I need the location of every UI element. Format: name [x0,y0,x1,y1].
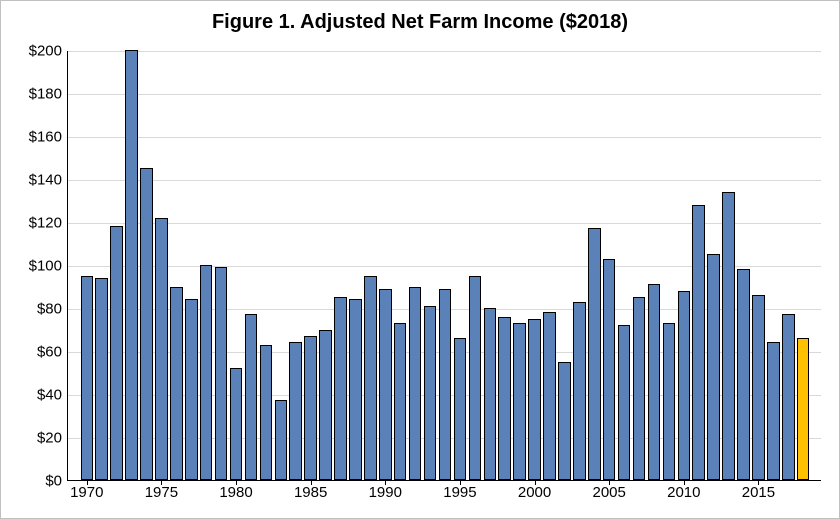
y-tick-label: $100 [29,258,62,275]
bar [125,50,138,480]
bar [215,267,228,480]
bar [394,323,407,480]
bar [573,302,586,480]
bar [81,276,94,480]
bar [95,278,108,480]
y-tick-label: $80 [37,301,62,318]
gridline [68,137,821,138]
bar [260,345,273,480]
chart-frame: { "chart": { "type": "bar", "title": "Fi… [0,0,840,519]
bar [170,287,183,481]
bar [648,284,661,480]
y-tick-label: $200 [29,43,62,60]
x-tick-label: 1990 [369,484,402,501]
gridline [68,180,821,181]
bar [289,342,302,480]
bar-highlight [797,338,810,480]
bar [364,276,377,480]
gridline [68,94,821,95]
bar [409,287,422,481]
x-tick-label: 2010 [667,484,700,501]
gridline [68,51,821,52]
bar [275,400,288,480]
bar [618,325,631,480]
bar [498,317,511,480]
chart-title: Figure 1. Adjusted Net Farm Income ($201… [1,11,839,34]
bar [737,269,750,480]
y-tick-label: $0 [45,473,62,490]
y-tick-label: $160 [29,129,62,146]
y-tick-label: $140 [29,172,62,189]
bar [245,314,258,480]
bar [513,323,526,480]
x-tick-label: 1970 [70,484,103,501]
bar [349,299,362,480]
y-tick-label: $20 [37,430,62,447]
bar [767,342,780,480]
x-tick-label: 2015 [742,484,775,501]
bar [633,297,646,480]
bar [200,265,213,480]
bar [484,308,497,480]
x-tick-label: 1985 [294,484,327,501]
x-tick-label: 1980 [219,484,252,501]
bar [722,192,735,480]
bar [304,336,317,480]
bar [155,218,168,480]
bar [439,289,452,480]
bar [707,254,720,480]
x-tick-label: 1975 [145,484,178,501]
bar [379,289,392,480]
bar [663,323,676,480]
bar [454,338,467,480]
bar [424,306,437,480]
bar [678,291,691,480]
x-tick-label: 1995 [443,484,476,501]
bar [528,319,541,480]
bar [752,295,765,480]
bar [334,297,347,480]
y-tick-label: $120 [29,215,62,232]
x-tick-label: 2005 [592,484,625,501]
y-tick-label: $40 [37,387,62,404]
y-tick-label: $180 [29,86,62,103]
bar [543,312,556,480]
bar [603,259,616,480]
y-tick-label: $60 [37,344,62,361]
bar [140,168,153,480]
gridline [68,223,821,224]
x-tick-label: 2000 [518,484,551,501]
bar [782,314,795,480]
plot-area: $0$20$40$60$80$100$120$140$160$180$20019… [67,51,821,481]
bar [469,276,482,480]
bar [692,205,705,480]
bar [185,299,198,480]
bar [558,362,571,480]
bar [110,226,123,480]
bar [319,330,332,481]
bar [230,368,243,480]
bar [588,228,601,480]
